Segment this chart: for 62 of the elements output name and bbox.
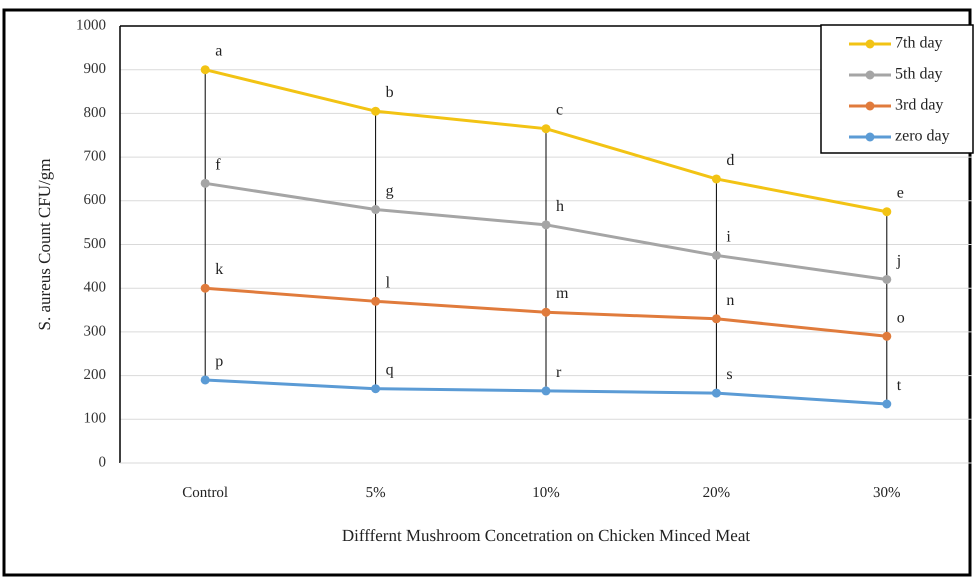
- y-tick-label: 800: [84, 104, 106, 121]
- x-axis-title: Difffernt Mushroom Concetration on Chicken Minced Meat: [342, 526, 750, 545]
- point: [542, 308, 550, 317]
- point: [712, 250, 721, 260]
- point: [882, 274, 892, 284]
- x-tick-label: 20%: [702, 485, 730, 501]
- y-tick-label: 700: [84, 148, 106, 165]
- annotation: p: [215, 352, 224, 370]
- legend-label: zero day: [895, 128, 950, 145]
- point: [542, 386, 550, 396]
- annotation: l: [386, 274, 391, 292]
- x-tick-label: Control: [182, 485, 228, 501]
- point: [712, 174, 721, 184]
- point: [882, 207, 892, 216]
- y-tick-label: 300: [84, 323, 106, 340]
- point: [200, 65, 210, 74]
- point: [200, 178, 210, 188]
- annotation: b: [386, 84, 394, 102]
- x-tick-label: 5%: [366, 485, 386, 501]
- annotation: e: [896, 184, 904, 202]
- annotation: d: [726, 152, 734, 169]
- legend-label: 5th day: [895, 66, 943, 83]
- y-tick-label: 100: [84, 410, 106, 427]
- y-tick-label: 400: [84, 280, 106, 296]
- y-tick-label: 200: [84, 367, 106, 384]
- point: [882, 332, 892, 341]
- point: [371, 106, 380, 116]
- point: [712, 314, 721, 324]
- y-axis-title: S. aureus Count CFU/gm: [35, 158, 54, 330]
- annotation: j: [896, 252, 902, 270]
- annotation: s: [726, 366, 733, 384]
- annotation: a: [215, 42, 222, 60]
- legend-label: 7th day: [895, 34, 943, 52]
- annotation: o: [896, 309, 905, 326]
- point: [371, 384, 380, 394]
- y-tick-label: 500: [84, 236, 106, 252]
- annotation: r: [556, 364, 562, 381]
- annotation: t: [896, 377, 902, 394]
- annotation: g: [386, 182, 394, 200]
- x-tick-label: 30%: [873, 485, 901, 501]
- x-tick-label: 10%: [532, 485, 560, 501]
- y-tick-label: 1000: [76, 17, 106, 34]
- point: [542, 220, 550, 230]
- y-tick-label: 600: [84, 192, 106, 208]
- annotation: q: [386, 362, 394, 379]
- y-tick-label: 0: [98, 454, 106, 470]
- annotation: h: [556, 198, 564, 215]
- annotation: k: [215, 261, 224, 278]
- y-tick-label: 900: [84, 61, 106, 78]
- annotation: c: [556, 102, 564, 119]
- annotation: n: [726, 292, 734, 309]
- annotation: i: [726, 228, 732, 246]
- annotation: m: [556, 285, 569, 302]
- point: [712, 388, 721, 398]
- point: [542, 124, 550, 134]
- annotation: f: [215, 156, 222, 174]
- point: [200, 375, 210, 384]
- legend-label: 3rd day: [895, 96, 944, 114]
- point: [882, 400, 892, 409]
- point: [200, 284, 210, 293]
- point: [371, 296, 380, 306]
- point: [371, 205, 380, 214]
